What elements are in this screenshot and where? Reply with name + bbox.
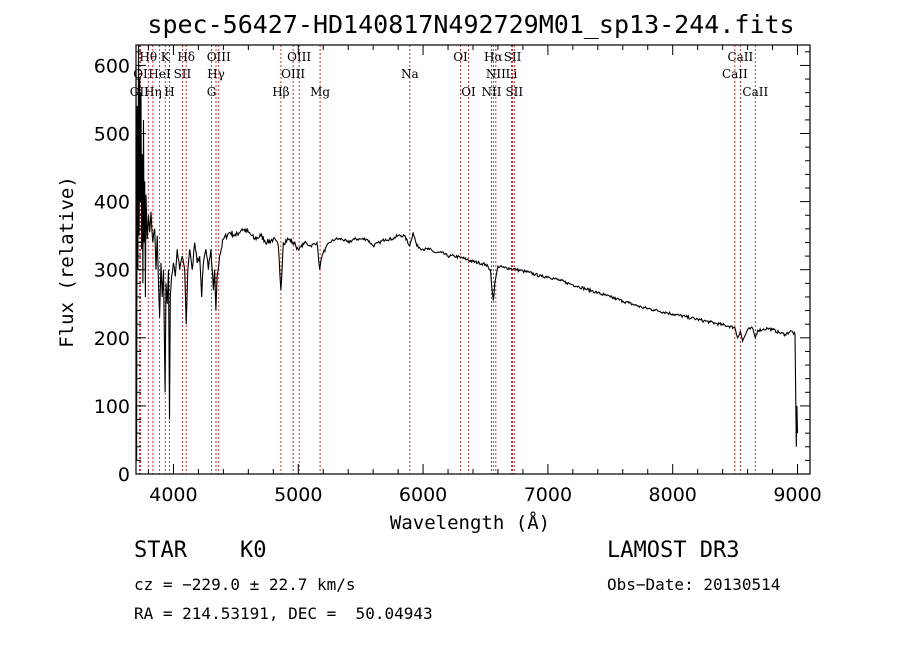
line-marker-labels: OIIOIHθHηHeIKHSIIHδGHγOIIIHβOIIIOIIIMgNa…: [130, 50, 769, 99]
plot-frame: [135, 44, 811, 475]
line-marker-label: CaII: [742, 85, 768, 99]
line-marker-label: OI: [453, 50, 468, 64]
line-marker-label: CaII: [722, 67, 748, 81]
line-marker-label: Na: [401, 67, 419, 81]
line-marker-label: Hγ: [207, 67, 225, 81]
line-marker-label: Hδ: [177, 50, 195, 64]
line-marker-label: Li: [506, 67, 518, 81]
line-markers: [138, 45, 756, 474]
observation-date: Obs−Date: 20130514: [607, 575, 781, 594]
chart-title: spec-56427-HD140817N492729M01_sp13-244.f…: [147, 10, 794, 39]
line-marker-label: NII: [486, 67, 506, 81]
y-tick-label: 300: [94, 260, 130, 282]
coordinates: RA = 214.53191, DEC = 50.04943: [134, 604, 433, 623]
line-marker-label: NII: [481, 85, 501, 99]
y-tick-label: 200: [94, 328, 130, 350]
x-tick-label: 8000: [649, 484, 697, 506]
line-marker-label: SII: [504, 50, 522, 64]
line-marker-label: Hα: [484, 50, 503, 64]
line-marker-label: Hθ: [139, 50, 157, 64]
line-marker-label: OIII: [287, 50, 311, 64]
x-tick-label: 7000: [524, 484, 572, 506]
line-marker-label: OI: [133, 67, 148, 81]
redshift-value: cz = −229.0 ± 22.7 km/s: [134, 575, 356, 594]
spectrum-line: [135, 44, 799, 461]
line-marker-label: G: [207, 85, 217, 99]
x-tick-label: 6000: [399, 484, 447, 506]
line-marker-label: Hβ: [272, 85, 289, 99]
y-tick-label: 100: [94, 396, 130, 418]
y-axis-label: Flux (relative): [56, 176, 78, 348]
survey-name: LAMOST DR3: [607, 538, 740, 563]
y-tick-label: 400: [94, 192, 130, 214]
line-marker-label: H: [164, 85, 174, 99]
line-marker-label: Hη: [144, 85, 162, 99]
y-axis-ticks: 0 100 200 300 400 500 600: [94, 51, 810, 486]
line-marker-label: OI: [461, 85, 476, 99]
x-tick-label: 5000: [274, 484, 322, 506]
y-tick-label: 500: [94, 124, 130, 146]
line-marker-label: Mg: [310, 85, 330, 99]
spectral-subclass: K0: [240, 538, 267, 563]
line-marker-label: OIII: [207, 50, 231, 64]
line-marker-label: SII: [174, 67, 192, 81]
y-tick-label: 600: [94, 55, 130, 77]
x-axis-ticks: 4000 5000 6000 7000 8000 9000: [147, 45, 822, 506]
line-marker-label: K: [161, 50, 171, 64]
x-tick-label: 9000: [773, 484, 821, 506]
line-marker-label: SII: [505, 85, 523, 99]
line-marker-label: OIII: [281, 67, 305, 81]
x-axis-label: Wavelength (Å): [390, 511, 550, 534]
line-marker-label: HeI: [148, 67, 171, 81]
x-tick-label: 4000: [149, 484, 197, 506]
y-tick-label: 0: [118, 464, 130, 486]
line-marker-label: CaII: [727, 50, 753, 64]
object-type: STAR: [134, 538, 187, 563]
